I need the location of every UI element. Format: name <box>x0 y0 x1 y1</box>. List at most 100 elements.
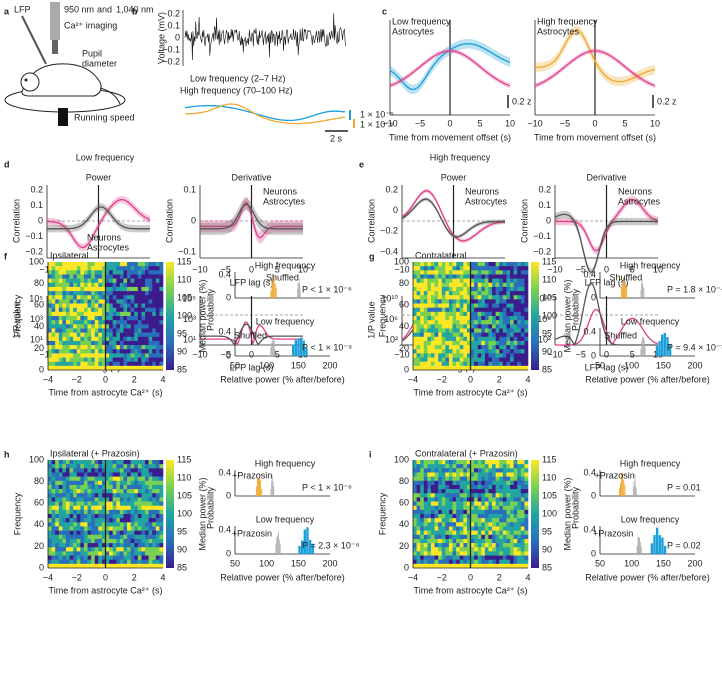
histogram-bar <box>642 283 643 298</box>
heatmap-cell <box>449 497 453 501</box>
heatmap-cell <box>481 304 485 308</box>
heatmap-cell <box>95 349 99 353</box>
heatmap-cell <box>474 510 478 514</box>
tick-label: −10 <box>527 118 542 128</box>
heatmap-cell <box>123 543 127 547</box>
heatmap-cell <box>517 485 521 489</box>
heatmap-cell <box>521 510 525 514</box>
heatmap-cell <box>481 497 485 501</box>
heatmap-cell <box>460 489 464 493</box>
heatmap-cell <box>62 358 66 362</box>
heatmap-cell <box>123 262 127 266</box>
heatmap-cell <box>127 481 131 485</box>
heatmap-cell <box>62 279 66 283</box>
heatmap-cell <box>73 349 77 353</box>
heatmap-cell <box>506 485 510 489</box>
heatmap-cell <box>460 291 464 295</box>
heatmap-cell <box>120 526 124 530</box>
heatmap-cell <box>59 518 63 522</box>
heatmap-cell <box>435 287 439 291</box>
heatmap-cell <box>521 353 525 357</box>
heatmap-cell <box>149 464 153 468</box>
heatmap-cell <box>149 468 153 472</box>
heatmap-cell <box>66 539 70 543</box>
heatmap-cell <box>506 551 510 555</box>
heatmap-cell <box>485 489 489 493</box>
heatmap-cell <box>431 502 435 506</box>
heatmap-cell <box>120 308 124 312</box>
heatmap-cell <box>80 337 84 341</box>
heatmap-cell <box>95 345 99 349</box>
heatmap-cell <box>474 274 478 278</box>
heatmap-cell <box>449 526 453 530</box>
heatmap-cell <box>95 358 99 362</box>
heatmap-cell <box>88 262 92 266</box>
heatmap-cell <box>417 283 421 287</box>
heatmap-cell <box>463 472 467 476</box>
heatmap-cell <box>73 560 77 564</box>
heatmap-cell <box>524 274 528 278</box>
heatmap-cell <box>524 485 528 489</box>
heatmap-cell <box>80 316 84 320</box>
heatmap-cell <box>485 287 489 291</box>
heatmap-cell <box>149 270 153 274</box>
heatmap-cell <box>145 262 149 266</box>
heatmap-cell <box>478 266 482 270</box>
heatmap-cell <box>438 560 442 564</box>
heatmap-cell <box>463 497 467 501</box>
heatmap-cell <box>84 283 88 287</box>
heatmap-cell <box>145 522 149 526</box>
heatmap-cell <box>517 266 521 270</box>
heatmap-cell <box>488 539 492 543</box>
heatmap-cell <box>431 304 435 308</box>
heatmap-cell <box>141 262 145 266</box>
label: High frequency <box>430 152 491 162</box>
heatmap-cell <box>431 460 435 464</box>
heatmap-cell <box>474 333 478 337</box>
heatmap-cell <box>435 502 439 506</box>
heatmap-cell <box>460 531 464 535</box>
heatmap-cell <box>131 333 135 337</box>
heatmap-cell <box>481 535 485 539</box>
heatmap-cell <box>453 502 457 506</box>
heatmap-cell <box>485 345 489 349</box>
heatmap-cell <box>427 341 431 345</box>
heatmap-cell <box>73 358 77 362</box>
heatmap-cell <box>62 316 66 320</box>
heatmap-cell <box>141 362 145 366</box>
heatmap-cell <box>116 518 120 522</box>
heatmap-cell <box>463 353 467 357</box>
heatmap-cell <box>524 353 528 357</box>
panel-label: i <box>369 449 372 459</box>
label: P < 1 × 10⁻⁶ <box>302 482 352 492</box>
heatmap-cell <box>62 337 66 341</box>
heatmap-cell <box>95 468 99 472</box>
heatmap-cell <box>496 320 500 324</box>
heatmap-cell <box>420 341 424 345</box>
label: P < 1 × 10⁻⁹ <box>302 342 352 352</box>
heatmap-cell <box>510 510 514 514</box>
heatmap-cell <box>152 518 156 522</box>
heatmap-cell <box>503 274 507 278</box>
heatmap-cell <box>109 353 113 357</box>
heatmap-cell <box>62 493 66 497</box>
heatmap-cell <box>517 353 521 357</box>
heatmap-cell <box>156 291 160 295</box>
heatmap-cell <box>420 337 424 341</box>
histogram-bar <box>653 535 655 554</box>
heatmap-cell <box>73 502 77 506</box>
heatmap-cell <box>55 485 59 489</box>
heatmap-cell <box>55 291 59 295</box>
heatmap-cell <box>503 287 507 291</box>
heatmap-cell <box>70 460 74 464</box>
heatmap-cell <box>417 526 421 530</box>
heatmap-cell <box>149 502 153 506</box>
heatmap-cell <box>52 341 56 345</box>
heatmap-cell <box>156 481 160 485</box>
heatmap-cell <box>485 341 489 345</box>
heatmap-cell <box>80 460 84 464</box>
heatmap-cell <box>62 560 66 564</box>
heatmap-cell <box>141 324 145 328</box>
heatmap-cell <box>120 362 124 366</box>
heatmap-cell <box>109 560 113 564</box>
